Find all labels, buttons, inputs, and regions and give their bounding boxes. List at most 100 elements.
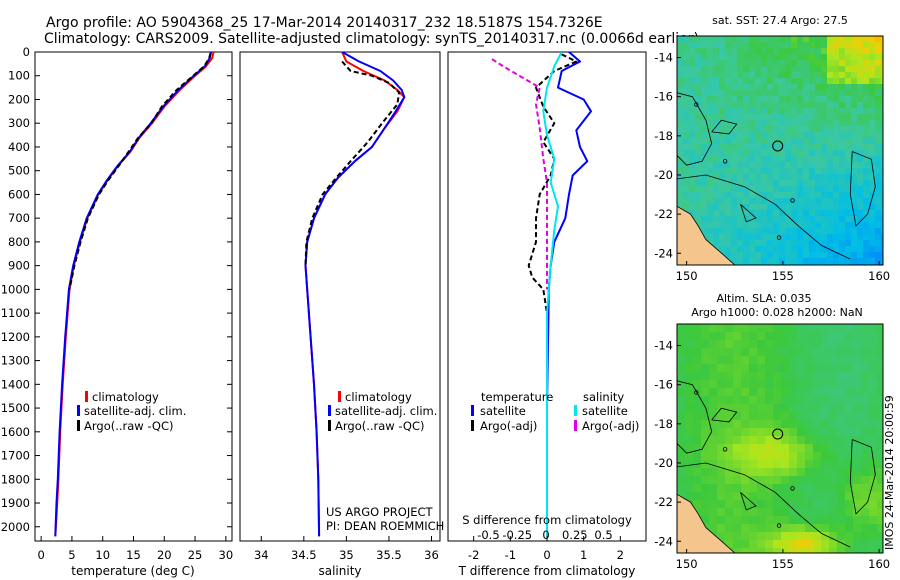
island [790,486,795,491]
bathymetry-contour [677,380,713,454]
map-cell [869,120,876,127]
map-cell [815,216,822,223]
map-cell [833,84,840,91]
map-cell [749,156,756,163]
map-cell [701,404,710,413]
map-cell [689,138,696,145]
map-cell [707,198,714,205]
map-cell [829,356,838,365]
map-cell [757,324,766,333]
map-cell [701,516,710,525]
map-cell [779,246,786,253]
map-cell [853,324,862,333]
map-cell [757,428,766,437]
map-cell [773,444,782,453]
map-cell [683,48,690,55]
map-cell [809,108,816,115]
legend-label-argo: Argo(..raw -QC) [335,419,425,433]
temperature-axes [34,51,233,542]
map-cell [863,48,870,55]
map-cell [833,66,840,73]
legend-label-climatology: climatology [345,390,412,404]
map-cell [731,96,738,103]
map-cell [839,108,846,115]
map-cell [821,54,828,61]
map-cell [725,492,734,501]
map-cell [677,460,686,469]
map-cell [851,48,858,55]
map-cell [869,476,878,485]
map-cell [877,428,883,437]
legend-label-t-satellite: satellite [480,404,526,418]
map-cell [881,234,883,241]
map-cell [857,186,864,193]
map-cell [743,168,750,175]
map-cell [869,532,878,541]
map-cell [809,102,816,109]
map-cell [853,436,862,445]
map-cell [861,540,870,549]
bathymetry-contour [677,462,851,548]
map-cell [713,120,720,127]
map-cell [829,340,838,349]
map-cell [863,246,870,253]
map-cell [827,204,834,211]
map-cell [685,420,694,429]
map-cell [815,198,822,205]
map-cell [815,156,822,163]
map-cell [755,78,762,85]
map-cell [875,252,882,259]
map-cell [779,162,786,169]
map-cell [757,548,766,553]
map-cell [749,246,756,253]
map-cell [869,126,876,133]
map-cell [749,404,758,413]
map-cell [677,412,686,421]
y-tick-label: 1100 [1,306,30,320]
map-cell [869,102,876,109]
map-cell [689,72,696,79]
map-cell [757,468,766,477]
map-cell [827,150,834,157]
map-cell [821,162,828,169]
map-cell [821,364,830,373]
series-line-argo-raw-qc- [304,60,401,266]
map-cell [785,222,792,229]
map-cell [845,216,852,223]
s-tick-label: 0.5 [594,528,612,542]
map-cell [861,428,870,437]
map-cell [767,78,774,85]
map-cell [685,332,694,341]
map-cell [765,532,774,541]
map-cell [773,174,780,181]
map-cell [749,484,758,493]
map-cell [789,444,798,453]
map-cell [805,516,814,525]
map-cell [839,240,846,247]
map-cell [749,168,756,175]
t-difference-xlabel: T difference from climatology [458,564,636,578]
map-cell [757,420,766,429]
map-cell [713,240,720,247]
map-cell [749,204,756,211]
island [694,102,699,107]
map-cell [837,508,846,517]
map-cell [773,126,780,133]
map-cell [791,144,798,151]
map-cell [803,36,810,43]
map-cell [863,192,870,199]
map-cell [827,96,834,103]
map-cell [701,54,708,61]
map-cell [733,500,742,509]
map-cell [881,60,883,67]
map-cell [877,532,883,541]
map-cell [851,222,858,229]
map-cell [839,48,846,55]
map-cell [749,198,756,205]
map-cell [809,78,816,85]
map-cell [743,252,750,259]
map-cell [839,180,846,187]
map-cell [779,222,786,229]
map-cell [779,66,786,73]
map-cell [683,180,690,187]
